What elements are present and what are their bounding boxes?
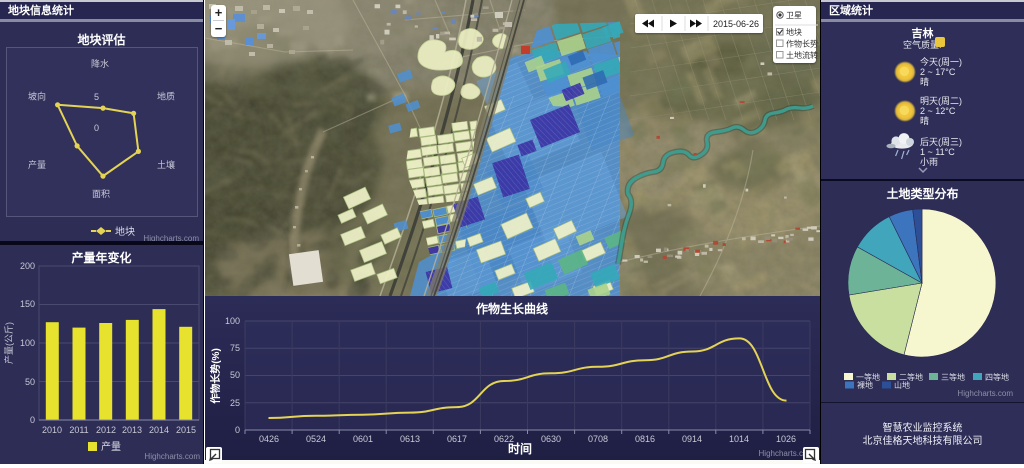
svg-text:作物长势(%): 作物长势(%) [209,348,222,404]
svg-text:2011: 2011 [69,425,88,435]
svg-text:山地: 山地 [894,380,910,390]
svg-text:坡向: 坡向 [28,91,46,102]
svg-text:0426: 0426 [259,434,279,444]
svg-text:地块: 地块 [115,225,135,238]
svg-text:三等地: 三等地 [941,372,965,382]
svg-text:产量(公斤): 产量(公斤) [3,322,14,364]
svg-text:Highcharts.com: Highcharts.com [144,452,200,461]
svg-text:2012: 2012 [96,425,116,435]
svg-text:地块: 地块 [786,27,802,37]
svg-text:0708: 0708 [588,434,608,444]
svg-text:作物长势: 作物长势 [786,39,818,49]
svg-text:二等地: 二等地 [899,372,923,382]
svg-text:产量: 产量 [28,159,46,170]
svg-text:2013: 2013 [122,425,142,435]
svg-text:100: 100 [20,338,35,348]
svg-text:0524: 0524 [306,434,326,444]
svg-text:2014: 2014 [149,425,169,435]
svg-text:降水: 降水 [91,58,109,69]
svg-text:作物生长曲线: 作物生长曲线 [476,301,548,316]
svg-text:0: 0 [30,415,35,425]
svg-text:150: 150 [20,299,35,309]
svg-text:2015: 2015 [176,425,196,435]
svg-text:25: 25 [230,398,240,408]
svg-text:1026: 1026 [776,434,796,444]
svg-text:Highcharts.c: Highcharts.c [759,449,803,458]
svg-text:75: 75 [230,343,240,353]
svg-text:0613: 0613 [400,434,420,444]
svg-text:2015-06-26: 2015-06-26 [713,19,759,29]
svg-text:Highcharts.com: Highcharts.com [957,389,1013,398]
svg-text:0: 0 [94,123,99,133]
svg-text:2010: 2010 [42,425,62,435]
svg-text:5: 5 [94,92,99,102]
svg-text:0914: 0914 [682,434,702,444]
svg-text:50: 50 [25,377,35,387]
svg-text:产量: 产量 [101,440,121,453]
svg-text:面积: 面积 [92,188,110,199]
svg-text:四等地: 四等地 [985,372,1009,382]
svg-text:0617: 0617 [447,434,467,444]
svg-text:0: 0 [235,425,240,435]
svg-text:0816: 0816 [635,434,655,444]
svg-text:一等地: 一等地 [856,372,880,382]
svg-text:卫星: 卫星 [786,11,802,20]
svg-text:土壤: 土壤 [157,159,175,170]
svg-text:200: 200 [20,261,35,271]
svg-text:时间: 时间 [508,441,532,456]
svg-text:100: 100 [225,316,240,326]
svg-text:0601: 0601 [353,434,373,444]
svg-text:裸地: 裸地 [857,380,873,390]
svg-text:地质: 地质 [157,91,175,102]
svg-text:0622: 0622 [494,434,514,444]
svg-text:土地流转: 土地流转 [786,50,818,60]
svg-text:0630: 0630 [541,434,561,444]
svg-text:1014: 1014 [729,434,749,444]
svg-text:50: 50 [230,370,240,380]
